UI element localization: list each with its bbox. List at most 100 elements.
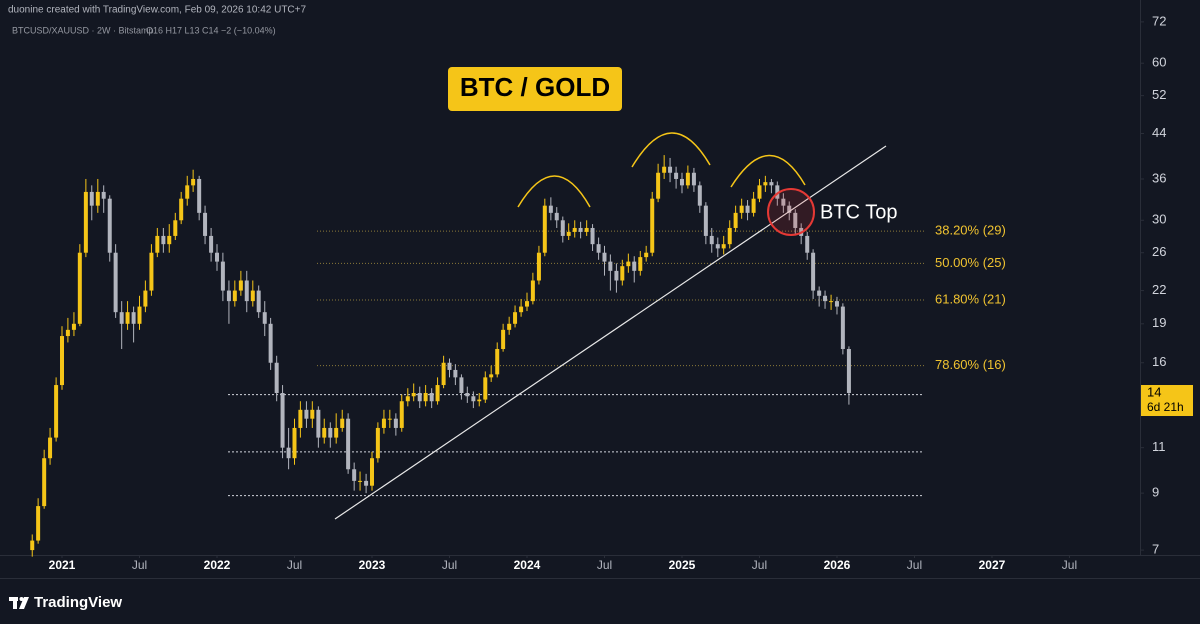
x-tick-label: 2021 bbox=[49, 558, 76, 572]
candle-body bbox=[113, 252, 118, 313]
candle-body bbox=[220, 261, 225, 291]
candle-body bbox=[30, 540, 35, 551]
candle-body bbox=[346, 418, 351, 470]
candle-body bbox=[131, 312, 136, 324]
header: duonine created with TradingView.com, Fe… bbox=[8, 5, 306, 16]
candle-body bbox=[751, 198, 756, 213]
candle-body bbox=[626, 261, 631, 267]
candle-body bbox=[739, 205, 744, 213]
x-tick-label: 2025 bbox=[669, 558, 696, 572]
candle-body bbox=[149, 252, 154, 291]
candle-body bbox=[590, 227, 595, 245]
candle-body bbox=[489, 374, 494, 378]
x-tick-label: Jul bbox=[597, 558, 612, 572]
candle-body bbox=[840, 306, 845, 350]
candle-body bbox=[775, 185, 780, 199]
last-price-box bbox=[1141, 385, 1193, 417]
candle-body bbox=[817, 290, 822, 296]
candle-body bbox=[161, 235, 166, 245]
candle-body bbox=[721, 244, 726, 249]
candle-body bbox=[226, 290, 231, 302]
candle-body bbox=[238, 280, 243, 291]
candle-body bbox=[465, 393, 470, 397]
candle-body bbox=[435, 385, 440, 402]
candle-body bbox=[95, 191, 100, 206]
x-tick-label: 2027 bbox=[979, 558, 1006, 572]
countdown-label: 6d 21h bbox=[1147, 400, 1184, 414]
candle-body bbox=[358, 480, 363, 482]
candle-body bbox=[459, 377, 464, 394]
fib-label: 38.20% (29) bbox=[935, 223, 1006, 238]
candle-body bbox=[703, 205, 708, 236]
candle-body bbox=[375, 427, 380, 459]
candle-body bbox=[846, 349, 851, 394]
candle-body bbox=[274, 362, 279, 394]
candle-body bbox=[107, 198, 112, 253]
candle-body bbox=[638, 257, 643, 271]
candle-body bbox=[679, 178, 684, 186]
candle-body bbox=[232, 290, 237, 302]
candle-body bbox=[328, 427, 333, 438]
last-price-label: 14 bbox=[1147, 384, 1161, 399]
y-tick-label: 7 bbox=[1152, 542, 1159, 557]
candle-body bbox=[42, 458, 47, 507]
candle-body bbox=[441, 362, 446, 386]
candle-body bbox=[143, 290, 148, 307]
candle-body bbox=[536, 252, 541, 281]
candle-body bbox=[65, 329, 70, 337]
fib-label: 50.00% (25) bbox=[935, 255, 1006, 270]
fib-label: 78.60% (16) bbox=[935, 357, 1006, 372]
candle-body bbox=[602, 252, 607, 262]
candle-body bbox=[662, 166, 667, 173]
y-tick-label: 30 bbox=[1152, 212, 1166, 227]
candle-body bbox=[185, 185, 190, 199]
candle-body bbox=[548, 205, 553, 213]
candle-body bbox=[71, 323, 76, 330]
y-tick-label: 22 bbox=[1152, 282, 1166, 297]
candle-body bbox=[566, 231, 571, 236]
trendline bbox=[334, 145, 887, 520]
candle-body bbox=[542, 205, 547, 253]
candle-body bbox=[656, 172, 661, 199]
candle-body bbox=[530, 280, 535, 302]
candle-body bbox=[280, 393, 285, 448]
legend-ohlc: O16 H17 L13 C14 −2 (−10.04%) bbox=[146, 25, 276, 35]
candle-body bbox=[471, 396, 476, 402]
candle-body bbox=[644, 252, 649, 258]
shoulder-arc bbox=[517, 175, 591, 208]
brand: TradingView bbox=[34, 594, 122, 611]
candle-body bbox=[322, 427, 327, 438]
y-tick-label: 52 bbox=[1152, 87, 1166, 102]
candle-body bbox=[83, 191, 88, 253]
candle-body bbox=[125, 312, 130, 324]
candle-body bbox=[447, 362, 452, 370]
chart-title: BTC / GOLD bbox=[460, 72, 610, 102]
candle-body bbox=[733, 212, 738, 228]
x-tick-label: 2022 bbox=[204, 558, 231, 572]
candle-body bbox=[787, 205, 792, 213]
candle-body bbox=[501, 329, 506, 350]
shoulder-arc bbox=[730, 154, 806, 188]
y-tick-label: 72 bbox=[1152, 13, 1166, 28]
x-tick-label: Jul bbox=[287, 558, 302, 572]
candle-body bbox=[560, 220, 565, 236]
candle-body bbox=[691, 172, 696, 186]
candle-body bbox=[429, 393, 434, 402]
candle-body bbox=[793, 212, 798, 228]
x-tick-label: Jul bbox=[132, 558, 147, 572]
candle-body bbox=[304, 409, 309, 419]
y-tick-label: 16 bbox=[1152, 354, 1166, 369]
brand-logo bbox=[9, 597, 29, 609]
candle-body bbox=[369, 458, 374, 486]
candle-body bbox=[823, 295, 828, 302]
x-tick-label: 2026 bbox=[824, 558, 851, 572]
candle-body bbox=[292, 427, 297, 459]
candle-body bbox=[298, 409, 303, 428]
candle-body bbox=[411, 393, 416, 397]
y-tick-label: 36 bbox=[1152, 170, 1166, 185]
candle-body bbox=[584, 227, 589, 232]
candle-body bbox=[757, 185, 762, 199]
candle-body bbox=[364, 480, 369, 486]
candle-body bbox=[727, 227, 732, 245]
